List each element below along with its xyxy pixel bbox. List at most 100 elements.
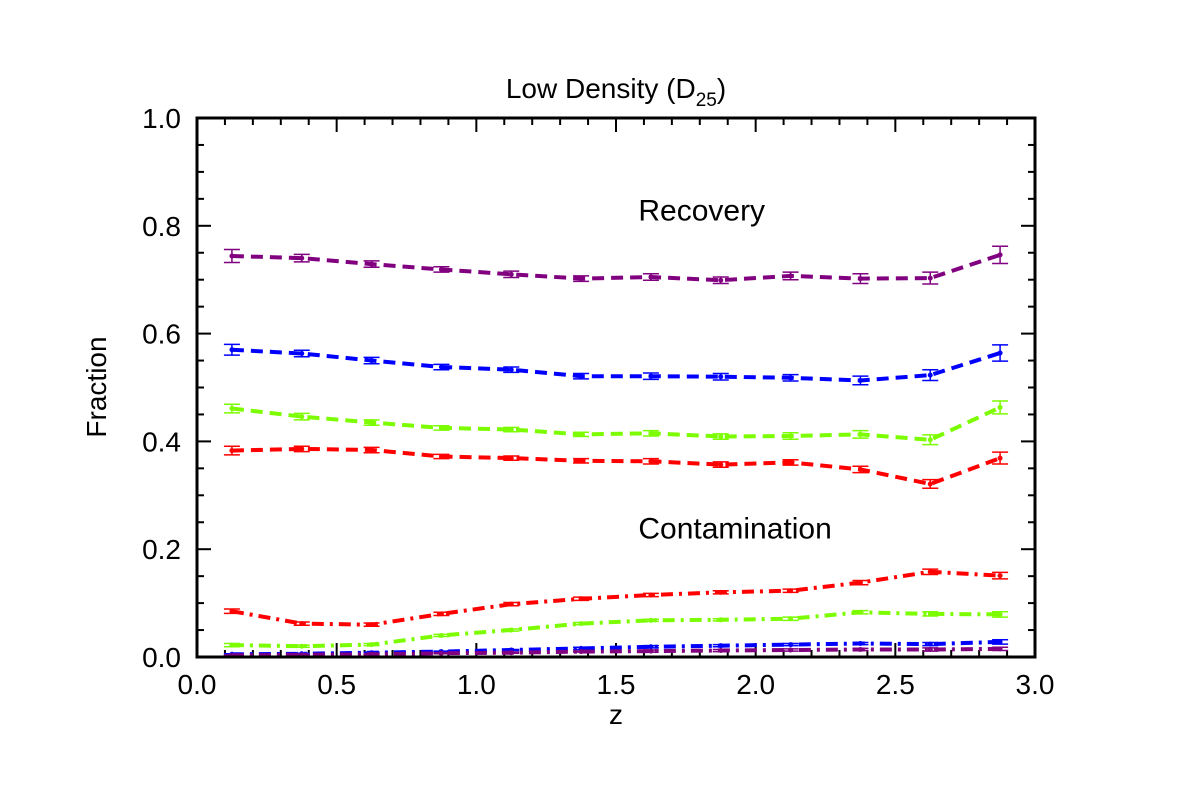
data-point	[857, 276, 863, 282]
data-point	[438, 364, 444, 370]
series-recovery-blue	[223, 343, 1009, 386]
data-point	[229, 406, 235, 412]
x-tick-label: 0.0	[178, 669, 217, 700]
series-recovery-green	[223, 400, 1009, 446]
data-point	[788, 433, 794, 439]
data-point	[788, 647, 794, 653]
series-recovery-red	[223, 445, 1009, 490]
data-point	[718, 648, 724, 654]
data-point	[299, 414, 305, 420]
data-point	[997, 252, 1003, 258]
data-point	[508, 271, 514, 277]
data-point	[578, 431, 584, 437]
x-tick-label: 2.5	[876, 669, 915, 700]
x-tick-label: 3.0	[1016, 669, 1055, 700]
series-line	[231, 347, 1001, 383]
data-point	[927, 641, 933, 647]
data-point	[927, 275, 933, 281]
data-point	[718, 434, 724, 440]
y-tick-label: 0.0	[142, 642, 181, 673]
data-point	[508, 455, 514, 461]
series-line	[231, 569, 1001, 627]
data-point	[369, 420, 375, 426]
data-point	[369, 261, 375, 267]
data-point	[299, 621, 305, 627]
chart-title-main: Low Density (D	[506, 73, 696, 104]
data-point	[997, 455, 1003, 461]
data-point	[299, 643, 305, 649]
chart-title: Low Density (D25)	[506, 73, 726, 111]
data-point	[718, 589, 724, 595]
data-point	[369, 642, 375, 648]
data-point	[788, 616, 794, 622]
data-point	[788, 588, 794, 594]
data-point	[857, 580, 863, 586]
x-tick-label: 1.5	[597, 669, 636, 700]
data-point	[718, 277, 724, 283]
series-line	[231, 610, 1001, 649]
data-point	[438, 632, 444, 638]
data-point	[438, 453, 444, 459]
data-point	[508, 601, 514, 607]
x-tick-label: 0.5	[317, 669, 356, 700]
y-tick-label: 0.2	[142, 534, 181, 565]
data-point	[229, 608, 235, 614]
data-point	[997, 404, 1003, 410]
y-axis-label: Fraction	[81, 336, 112, 437]
data-point	[229, 448, 235, 454]
data-point	[927, 437, 933, 443]
data-point	[648, 617, 654, 623]
data-point	[438, 266, 444, 272]
data-point	[788, 459, 794, 465]
series-layer	[223, 245, 1009, 658]
data-point	[927, 611, 933, 617]
data-point	[438, 650, 444, 656]
data-point	[857, 646, 863, 652]
data-point	[788, 642, 794, 648]
series-contamination-purple	[223, 646, 1009, 658]
data-point	[927, 569, 933, 575]
chart-title-subscript: 25	[696, 90, 717, 111]
data-point	[648, 274, 654, 280]
data-point	[438, 611, 444, 617]
series-line	[231, 446, 1001, 486]
data-point	[299, 446, 305, 452]
data-point	[578, 621, 584, 627]
data-point	[927, 372, 933, 378]
data-point	[299, 351, 305, 357]
data-point	[369, 447, 375, 453]
y-tick-label: 0.8	[142, 211, 181, 242]
data-point	[857, 609, 863, 615]
data-point	[508, 427, 514, 433]
series-line	[231, 253, 1001, 283]
series-recovery-purple	[223, 245, 1009, 285]
data-point	[718, 462, 724, 468]
annotation-recovery: Recovery	[638, 194, 765, 227]
data-point	[927, 646, 933, 652]
data-point	[997, 573, 1003, 579]
x-tick-label: 2.0	[736, 669, 775, 700]
data-point	[229, 642, 235, 648]
data-point	[997, 639, 1003, 645]
data-point	[508, 650, 514, 656]
data-point	[788, 273, 794, 279]
data-point	[578, 649, 584, 655]
data-point	[718, 643, 724, 649]
data-point	[648, 430, 654, 436]
data-point	[648, 644, 654, 650]
data-point	[648, 458, 654, 464]
y-tick-label: 1.0	[142, 103, 181, 134]
data-point	[369, 622, 375, 628]
data-point	[229, 253, 235, 259]
data-point	[369, 358, 375, 364]
plot-frame	[195, 116, 1037, 659]
data-point	[718, 617, 724, 623]
data-point	[857, 466, 863, 472]
data-point	[718, 374, 724, 380]
data-point	[508, 367, 514, 373]
data-point	[927, 481, 933, 487]
data-point	[648, 373, 654, 379]
data-point	[648, 648, 654, 654]
data-point	[997, 350, 1003, 356]
